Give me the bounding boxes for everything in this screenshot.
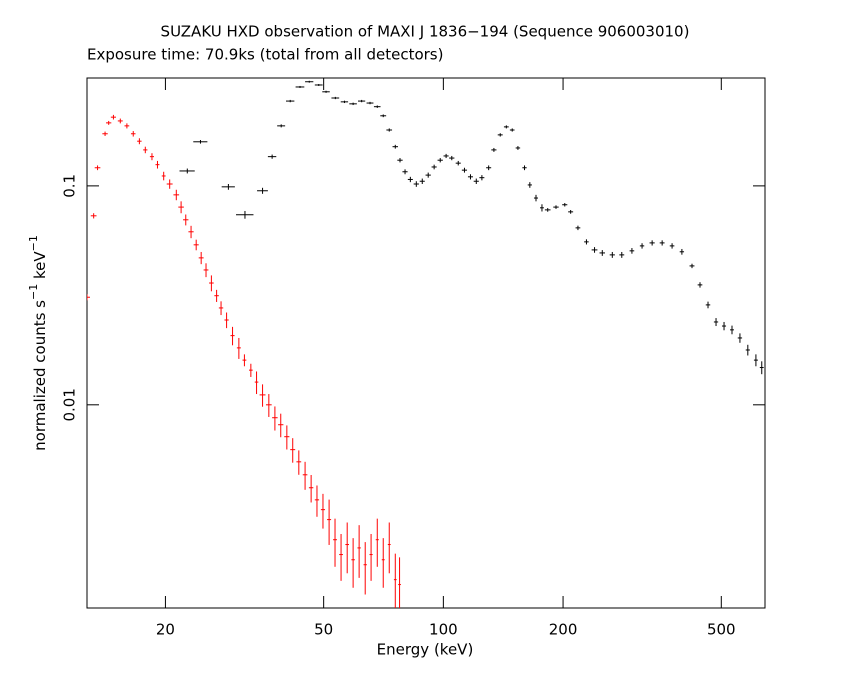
plot-area <box>87 80 764 608</box>
y-axis-label-part: keV <box>31 251 49 284</box>
x-tick-label: 20 <box>156 621 175 639</box>
y-axis-label-superscript: −1 <box>27 235 40 251</box>
y-tick-label: 0.1 <box>61 174 79 198</box>
x-tick-label: 500 <box>707 621 736 639</box>
x-tick-label: 50 <box>314 621 333 639</box>
y-axis-label-part: normalized counts s <box>31 300 49 451</box>
y-axis-label: normalized counts s−1 keV−1 <box>27 235 49 451</box>
x-tick-label: 100 <box>429 621 458 639</box>
x-tick-label: 200 <box>549 621 578 639</box>
plot-frame <box>86 77 766 609</box>
y-axis-label-superscript: −1 <box>27 284 40 300</box>
x-axis-label: Energy (keV) <box>377 641 474 659</box>
chart-subtitle: Exposure time: 70.9ks (total from all de… <box>87 46 443 64</box>
y-tick-label: 0.01 <box>61 388 79 421</box>
chart-title: SUZAKU HXD observation of MAXI J 1836−19… <box>161 23 690 41</box>
